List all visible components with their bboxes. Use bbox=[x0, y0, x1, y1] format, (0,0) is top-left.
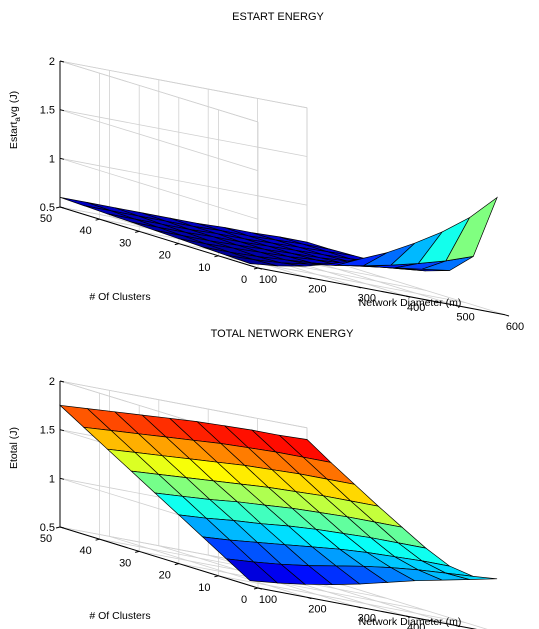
estart-xtick-mark bbox=[307, 276, 312, 280]
estart-ztick-mark bbox=[59, 206, 65, 209]
estart-zaxis-label-sub: a bbox=[13, 117, 22, 122]
total-xtick-label: 400 bbox=[407, 622, 425, 629]
estart-ytick-mark bbox=[214, 255, 219, 258]
estart-xtick-label: 100 bbox=[259, 274, 277, 286]
total-ztick-mark bbox=[59, 380, 65, 383]
total-ztick-mark bbox=[59, 526, 65, 529]
estart-ytick-label: 0 bbox=[241, 274, 247, 286]
estart-ytick-mark bbox=[95, 218, 100, 221]
estart-xtick-label: 600 bbox=[506, 321, 524, 333]
estart-ytick-label: 50 bbox=[40, 213, 52, 225]
total-yaxis-label: # Of Clusters bbox=[89, 610, 150, 622]
total-xtick-label: 300 bbox=[358, 613, 376, 625]
estart-yaxis-line bbox=[59, 206, 259, 269]
total-box-edge bbox=[59, 380, 308, 429]
estart-yaxis-label: # Of Clusters bbox=[89, 291, 150, 303]
total-ztick-label: 1.5 bbox=[40, 425, 55, 437]
estart-xtick-mark bbox=[406, 295, 411, 298]
estart-zaxis-label-main: Estart bbox=[8, 122, 20, 150]
total-ytick-mark bbox=[135, 550, 140, 553]
total-ztick-label: 0.5 bbox=[40, 522, 55, 534]
estart-xtick-label: 200 bbox=[308, 283, 326, 295]
total-ytick-mark bbox=[55, 526, 61, 529]
estart-xtick-mark bbox=[356, 286, 361, 289]
total-xtick-mark bbox=[257, 587, 263, 590]
estart-xaxis-line bbox=[257, 267, 506, 316]
total-xtick-mark bbox=[307, 596, 312, 600]
estart-energy-plot: 100 200 300 400 500 600 0 10 20 30 40 500.5 1 1.5 2 ES… bbox=[8, 11, 524, 333]
total-chart-title: TOTAL NETWORK ENERGY bbox=[211, 328, 354, 340]
estart-surface bbox=[59, 196, 498, 272]
estart-xtick-mark bbox=[257, 267, 263, 270]
estart-xtick-label: 400 bbox=[407, 302, 425, 314]
total-ytick-label: 50 bbox=[40, 533, 52, 545]
estart-grid bbox=[59, 60, 506, 316]
estart-gridline-right-z bbox=[59, 109, 308, 157]
total-ytick-label: 30 bbox=[119, 557, 131, 569]
total-yaxis-line bbox=[59, 526, 259, 589]
total-xtick-label: 200 bbox=[308, 603, 326, 615]
estart-box-edge bbox=[59, 60, 308, 109]
estart-xaxis-label: Network Diameter (m) bbox=[359, 297, 462, 309]
estart-ztick-mark bbox=[59, 157, 65, 160]
total-gridline-floor-x bbox=[109, 536, 308, 598]
estart-xtick-mark bbox=[455, 304, 460, 308]
total-zaxis-label-main: Etotal (J) bbox=[8, 427, 20, 469]
total-ytick-label: 40 bbox=[79, 545, 91, 557]
estart-ytick-label: 30 bbox=[119, 237, 131, 249]
total-ztick-mark bbox=[59, 429, 65, 432]
total-ytick-label: 10 bbox=[198, 582, 210, 594]
estart-box-edge bbox=[59, 60, 259, 123]
estart-xtick-label: 500 bbox=[456, 311, 474, 323]
estart-ztick-label: 2 bbox=[49, 56, 55, 68]
estart-ztick-label: 0.5 bbox=[40, 202, 55, 214]
total-xtick-mark bbox=[406, 615, 411, 618]
estart-ytick-label: 20 bbox=[159, 250, 171, 262]
total-ytick-label: 0 bbox=[241, 594, 247, 606]
estart-axes bbox=[55, 60, 510, 317]
estart-tick-labels: 100 200 300 400 500 600 0 10 20 30 40 500.5 1 1.5 2 bbox=[40, 56, 524, 333]
total-xtick-label: 100 bbox=[259, 594, 277, 606]
total-ztick-label: 1 bbox=[49, 473, 55, 485]
estart-ztick-mark bbox=[59, 60, 65, 63]
total-gridline-floor-y bbox=[218, 575, 466, 623]
total-ytick-mark bbox=[214, 575, 219, 578]
total-xtick-mark bbox=[356, 606, 361, 609]
total-ytick-mark bbox=[95, 538, 100, 541]
total-xaxis-label: Network Diameter (m) bbox=[359, 616, 462, 628]
estart-ytick-label: 10 bbox=[198, 262, 210, 274]
total-ztick-label: 2 bbox=[49, 376, 55, 388]
estart-surface-patch bbox=[445, 196, 498, 262]
estart-ytick-mark bbox=[55, 206, 61, 209]
total-surface bbox=[58, 404, 498, 585]
total-ztick-mark bbox=[59, 477, 65, 480]
estart-ztick-label: 1.5 bbox=[40, 105, 55, 117]
total-xaxis-line bbox=[257, 587, 478, 629]
estart-ytick-mark bbox=[253, 267, 259, 270]
estart-chart-title: ESTART ENERGY bbox=[232, 11, 324, 23]
estart-ztick-label: 1 bbox=[49, 153, 55, 165]
estart-xtick-mark bbox=[504, 314, 510, 317]
estart-zaxis-label: Estartavg (J) bbox=[8, 91, 22, 149]
estart-zaxis-label-rest: vg (J) bbox=[8, 91, 20, 117]
total-zaxis-label: Etotal (J) bbox=[8, 427, 20, 469]
total-gridline-floor-y bbox=[178, 563, 426, 611]
total-axes bbox=[55, 380, 478, 629]
estart-ztick-mark bbox=[59, 109, 65, 112]
estart-xtick-label: 300 bbox=[358, 293, 376, 305]
total-ytick-mark bbox=[174, 563, 179, 566]
estart-ytick-mark bbox=[174, 243, 179, 246]
estart-gridline-right-z bbox=[59, 157, 308, 206]
total-ytick-label: 20 bbox=[159, 570, 171, 582]
total-ytick-mark bbox=[253, 587, 259, 590]
total-surface-patch bbox=[445, 572, 498, 580]
estart-ytick-mark bbox=[135, 230, 140, 233]
estart-ytick-label: 40 bbox=[79, 225, 91, 237]
total-xtick-mark bbox=[455, 624, 460, 628]
